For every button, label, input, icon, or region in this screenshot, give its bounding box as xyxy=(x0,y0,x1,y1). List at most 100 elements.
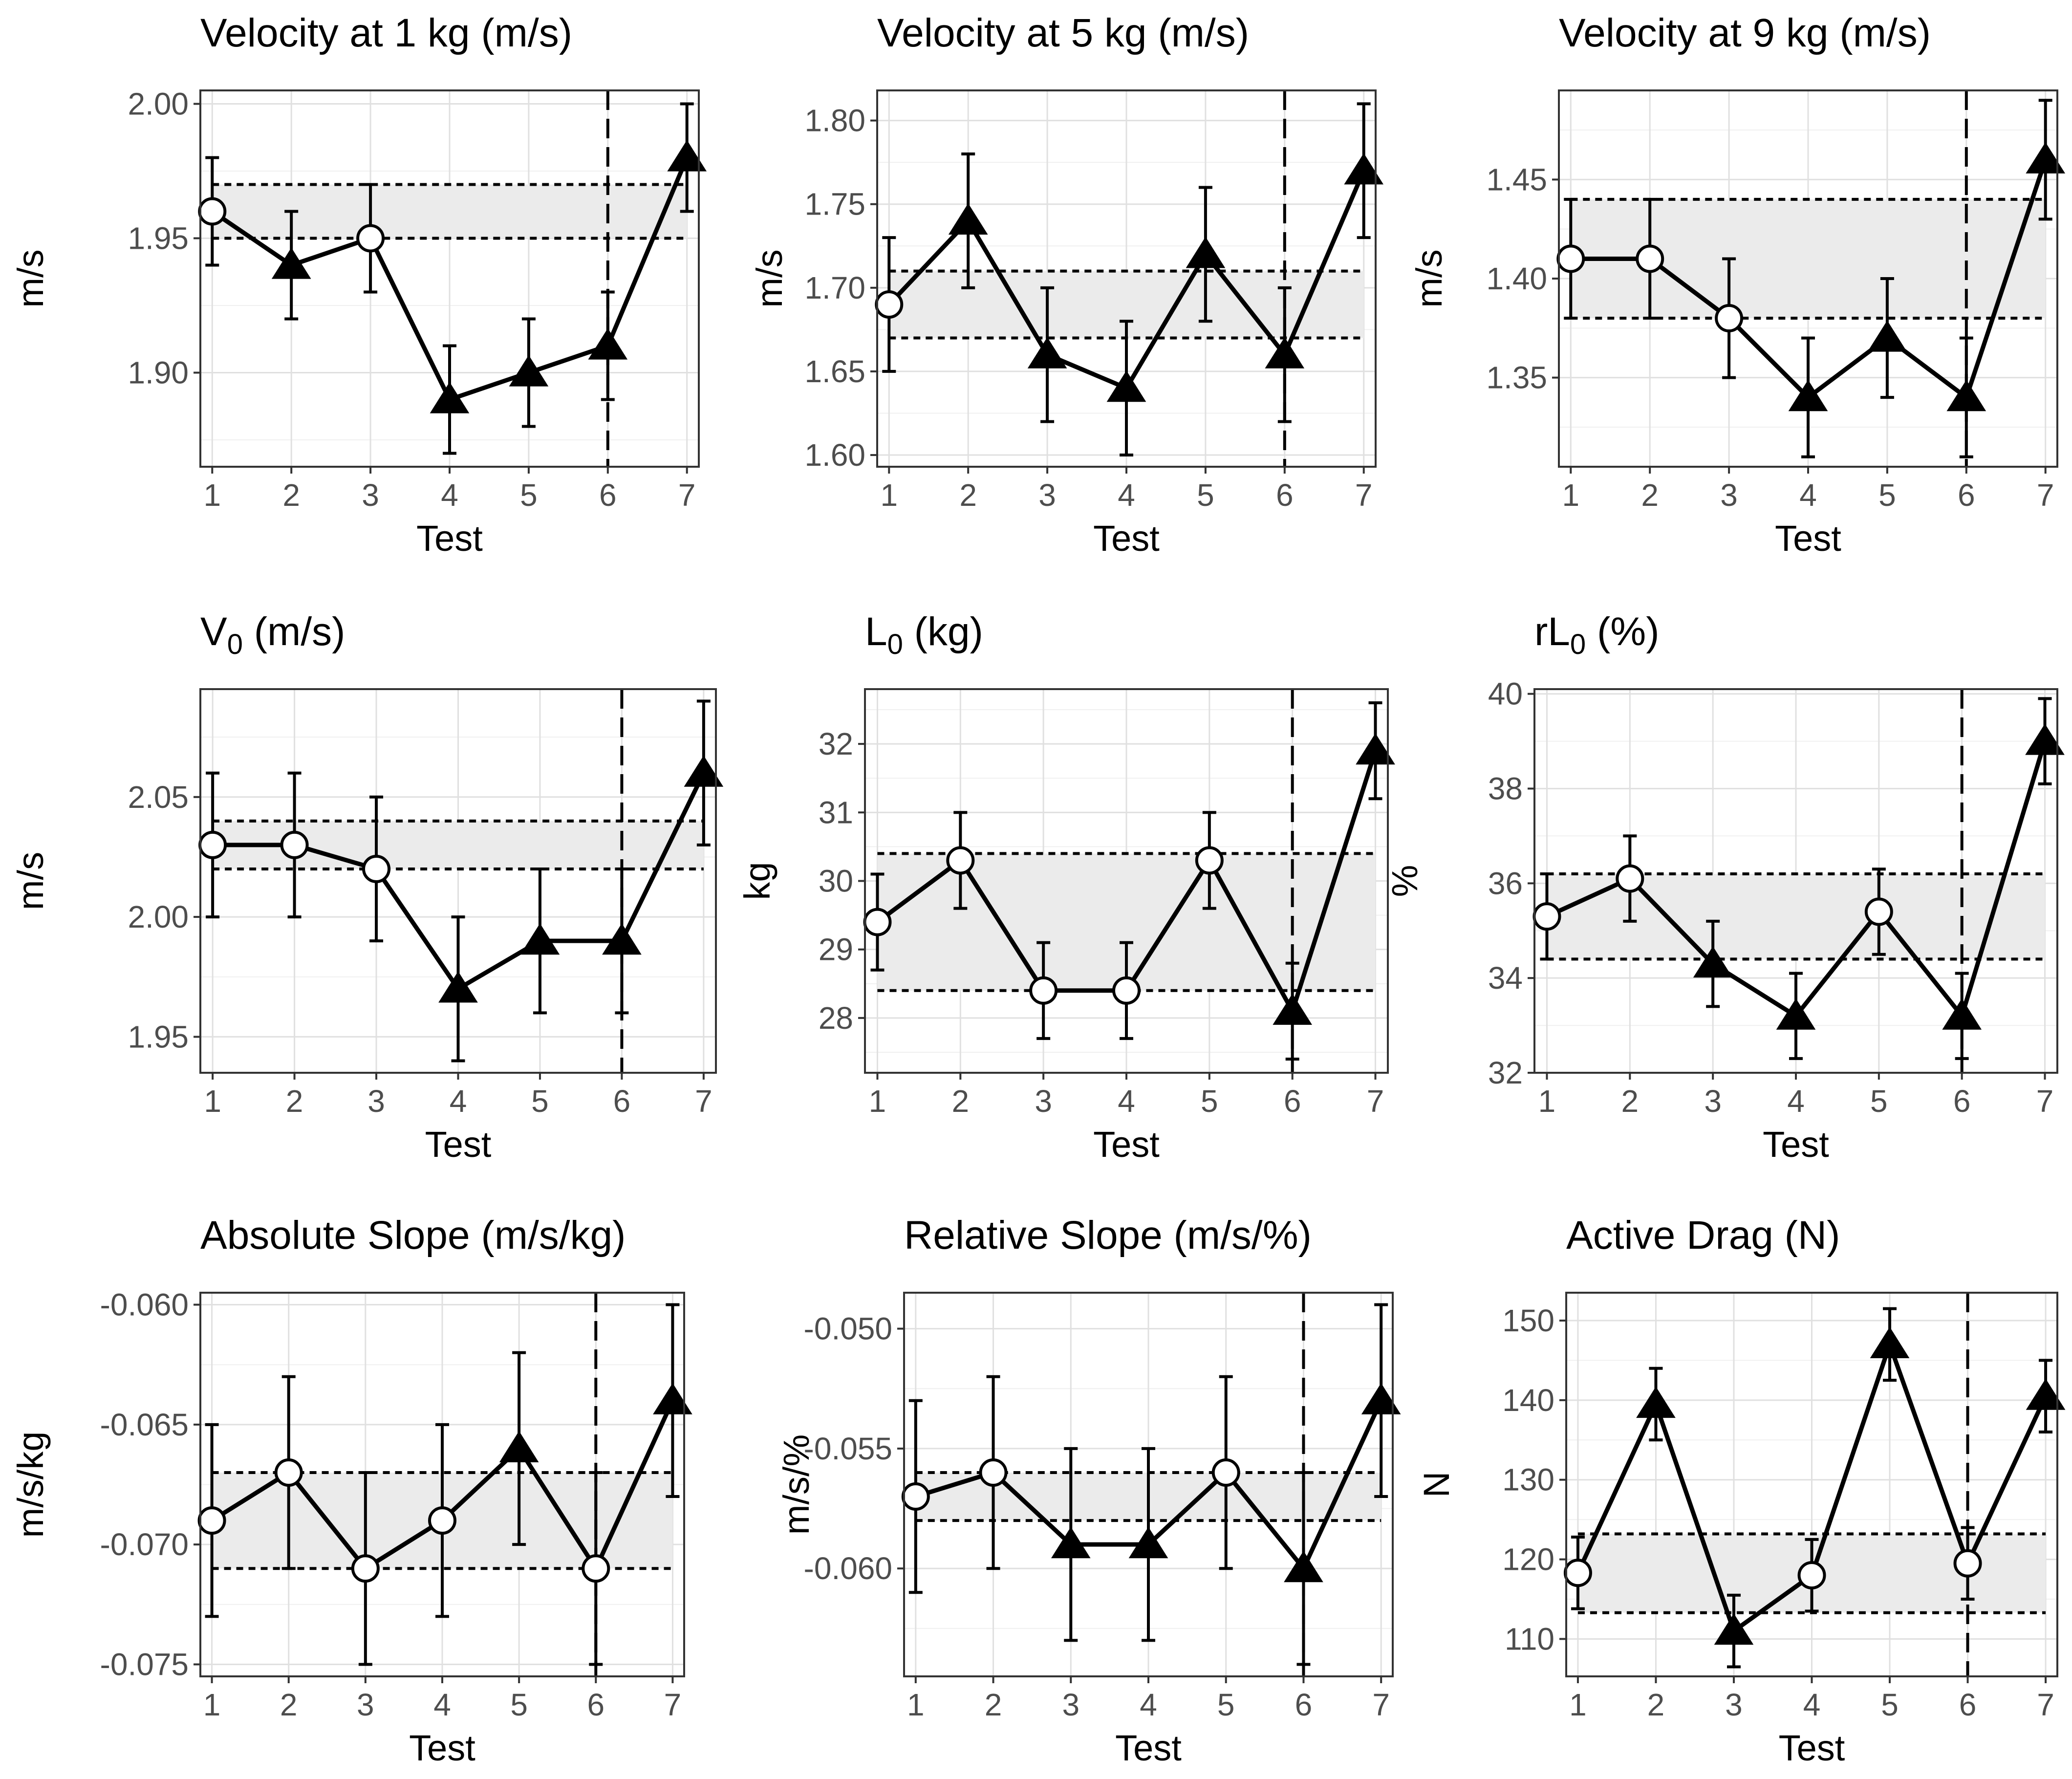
data-point-triangle xyxy=(602,923,642,955)
y-tick-label: 1.90 xyxy=(128,355,189,391)
data-point-triangle xyxy=(1693,946,1733,978)
data-point-triangle xyxy=(1946,380,1986,412)
data-point-triangle xyxy=(684,755,724,787)
panel-title-subscript: 0 xyxy=(227,629,243,660)
x-tick-label: 4 xyxy=(1799,477,1817,513)
data-point-circle xyxy=(198,830,227,859)
x-tick-label: 2 xyxy=(952,1084,970,1119)
y-tick-label: 1.35 xyxy=(1486,360,1547,395)
panel-8: -0.060 -0.055 -0.050 1 2 3 4 5 6 7 Test m/s/% Relati… xyxy=(776,1213,1401,1768)
data-point-triangle xyxy=(1051,1527,1091,1559)
x-tick-label: 1 xyxy=(203,1687,221,1722)
panel-title: L0 (kg) xyxy=(865,609,983,660)
x-tick-label: 2 xyxy=(959,477,977,513)
x-tick-label: 6 xyxy=(1959,1687,1977,1722)
data-point-triangle xyxy=(438,971,478,1003)
data-point-circle xyxy=(1797,1561,1826,1590)
y-axis-title: N xyxy=(1416,1472,1457,1497)
y-tick-label: -0.075 xyxy=(100,1647,189,1682)
data-point-circle xyxy=(979,1458,1008,1487)
x-tick-label: 7 xyxy=(1355,477,1373,513)
panel-9: 110 120 130 140 150 1 2 3 4 5 6 7 Test N Active Drag (… xyxy=(1416,1213,2066,1768)
y-tick-label: 28 xyxy=(819,1000,853,1036)
y-tick-label: 34 xyxy=(1488,960,1523,996)
y-tick-label: 1.45 xyxy=(1486,162,1547,197)
panel-title-main: Velocity at 9 kg (m/s) xyxy=(1559,11,1931,55)
x-tick-label: 2 xyxy=(1647,1687,1665,1722)
panel-title: Absolute Slope (m/s/kg) xyxy=(200,1213,626,1258)
x-axis-title: Test xyxy=(1093,1124,1160,1165)
x-tick-label: 4 xyxy=(1803,1687,1821,1722)
data-point-triangle xyxy=(1942,998,1982,1030)
x-axis-title: Test xyxy=(1779,1728,1845,1768)
y-tick-label: 2.00 xyxy=(128,899,189,934)
y-tick-label: 36 xyxy=(1488,866,1523,901)
x-tick-label: 5 xyxy=(1878,477,1896,513)
y-axis-title: kg xyxy=(737,862,777,900)
data-point-circle xyxy=(1563,1559,1592,1587)
panel-title-subscript: 0 xyxy=(1570,629,1586,660)
x-axis-title: Test xyxy=(1093,518,1160,559)
data-point-triangle xyxy=(271,247,311,279)
data-point-triangle xyxy=(1273,993,1313,1025)
x-tick-label: 6 xyxy=(1953,1084,1971,1119)
y-tick-label: -0.050 xyxy=(804,1311,892,1346)
x-tick-label: 3 xyxy=(1725,1687,1743,1722)
data-point-circle xyxy=(274,1458,303,1487)
data-point-circle xyxy=(1616,864,1644,893)
x-tick-label: 7 xyxy=(2037,477,2054,513)
x-axis-title: Test xyxy=(1775,518,1841,559)
y-tick-label: 110 xyxy=(1505,1621,1554,1656)
y-tick-label: 120 xyxy=(1502,1542,1554,1577)
x-tick-label: 1 xyxy=(203,477,221,513)
data-point-circle xyxy=(1715,304,1744,333)
x-tick-label: 2 xyxy=(1641,477,1659,513)
data-point-triangle xyxy=(1361,1383,1401,1414)
data-point-triangle xyxy=(1344,153,1384,185)
y-tick-label: -0.060 xyxy=(100,1287,189,1323)
x-tick-label: 5 xyxy=(1870,1084,1888,1119)
x-tick-label: 5 xyxy=(531,1084,549,1119)
x-tick-label: 3 xyxy=(1062,1687,1079,1722)
y-tick-label: 1.70 xyxy=(804,270,865,305)
x-tick-label: 7 xyxy=(1372,1687,1390,1722)
data-point-triangle xyxy=(1867,320,1907,352)
data-point-circle xyxy=(356,224,385,253)
x-tick-label: 3 xyxy=(1035,1084,1052,1119)
data-point-triangle xyxy=(499,1431,539,1462)
y-axis-title: % xyxy=(1384,865,1425,897)
data-point-triangle xyxy=(2025,723,2065,755)
y-tick-label: -0.055 xyxy=(804,1431,892,1466)
x-tick-label: 6 xyxy=(1295,1687,1313,1722)
data-point-circle xyxy=(1532,902,1561,931)
x-tick-label: 2 xyxy=(985,1687,1002,1722)
data-point-triangle xyxy=(1788,380,1828,412)
data-point-triangle xyxy=(1714,1613,1754,1645)
data-point-circle xyxy=(280,830,309,859)
panel-4: 1.95 2.00 2.05 1 2 3 4 5 6 7 Test m/s V0 (m/s) xyxy=(10,609,724,1165)
panel-3: 1.35 1.40 1.45 1 2 3 4 5 6 7 Test m/s Velocity at 9 … xyxy=(1409,11,2066,559)
y-axis-title: m/s xyxy=(749,249,790,307)
x-axis-title: Test xyxy=(409,1728,475,1768)
panel-title-suffix: (m/s) xyxy=(243,609,345,654)
data-point-circle xyxy=(428,1506,456,1535)
x-tick-label: 1 xyxy=(1538,1084,1556,1119)
y-tick-label: 32 xyxy=(819,726,853,761)
y-tick-label: 1.60 xyxy=(804,437,865,473)
x-tick-label: 1 xyxy=(1562,477,1579,513)
x-tick-label: 7 xyxy=(678,477,696,513)
x-tick-label: 7 xyxy=(664,1687,682,1722)
y-tick-label: 150 xyxy=(1502,1303,1554,1338)
x-tick-label: 2 xyxy=(282,477,300,513)
y-tick-label: 1.80 xyxy=(804,103,865,138)
data-point-circle xyxy=(582,1554,610,1583)
y-tick-label: 1.40 xyxy=(1486,261,1547,296)
y-tick-label: 1.65 xyxy=(804,354,865,389)
data-point-circle xyxy=(1556,244,1585,273)
x-tick-label: 3 xyxy=(1720,477,1738,513)
y-axis-title: m/s/kg xyxy=(10,1432,51,1538)
data-point-circle xyxy=(197,1506,226,1535)
x-tick-label: 1 xyxy=(204,1084,221,1119)
panel-title-main: V xyxy=(200,609,227,654)
